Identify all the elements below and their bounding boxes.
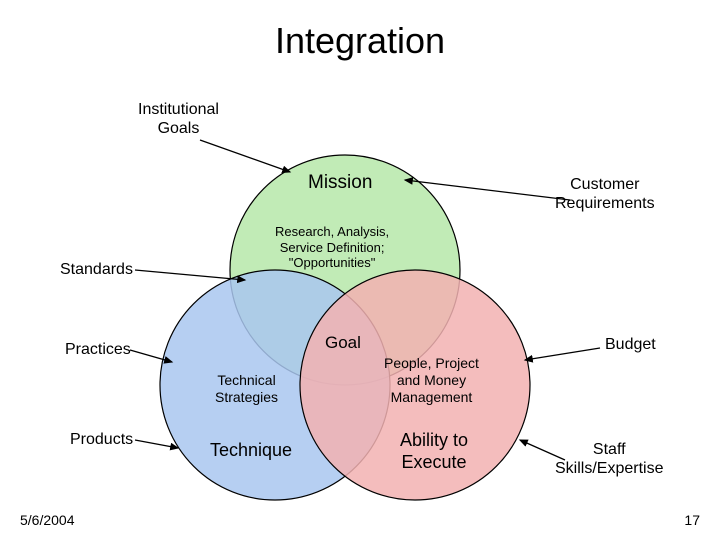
- label-budget: Budget: [605, 335, 656, 354]
- arrow-0: [200, 140, 290, 172]
- label-practices: Practices: [65, 340, 131, 359]
- arrow-2: [135, 270, 245, 280]
- footer-date: 5/6/2004: [20, 512, 75, 528]
- label-institutional-goals: InstitutionalGoals: [138, 100, 219, 138]
- footer-page: 17: [684, 512, 700, 528]
- label-products: Products: [70, 430, 133, 449]
- label-mission: Mission: [308, 172, 372, 195]
- label-standards: Standards: [60, 260, 133, 279]
- label-research: Research, Analysis,Service Definition;"O…: [275, 224, 389, 271]
- arrow-4: [135, 440, 178, 448]
- label-technique: Technique: [210, 440, 292, 462]
- label-tech-strat: TechnicalStrategies: [215, 372, 278, 406]
- label-customer-requirements: CustomerRequirements: [555, 175, 655, 213]
- label-ability: Ability toExecute: [400, 430, 468, 473]
- label-staff: StaffSkills/Expertise: [555, 440, 663, 478]
- label-goal: Goal: [325, 333, 361, 353]
- label-people: People, Projectand MoneyManagement: [384, 355, 479, 405]
- arrow-5: [525, 348, 600, 360]
